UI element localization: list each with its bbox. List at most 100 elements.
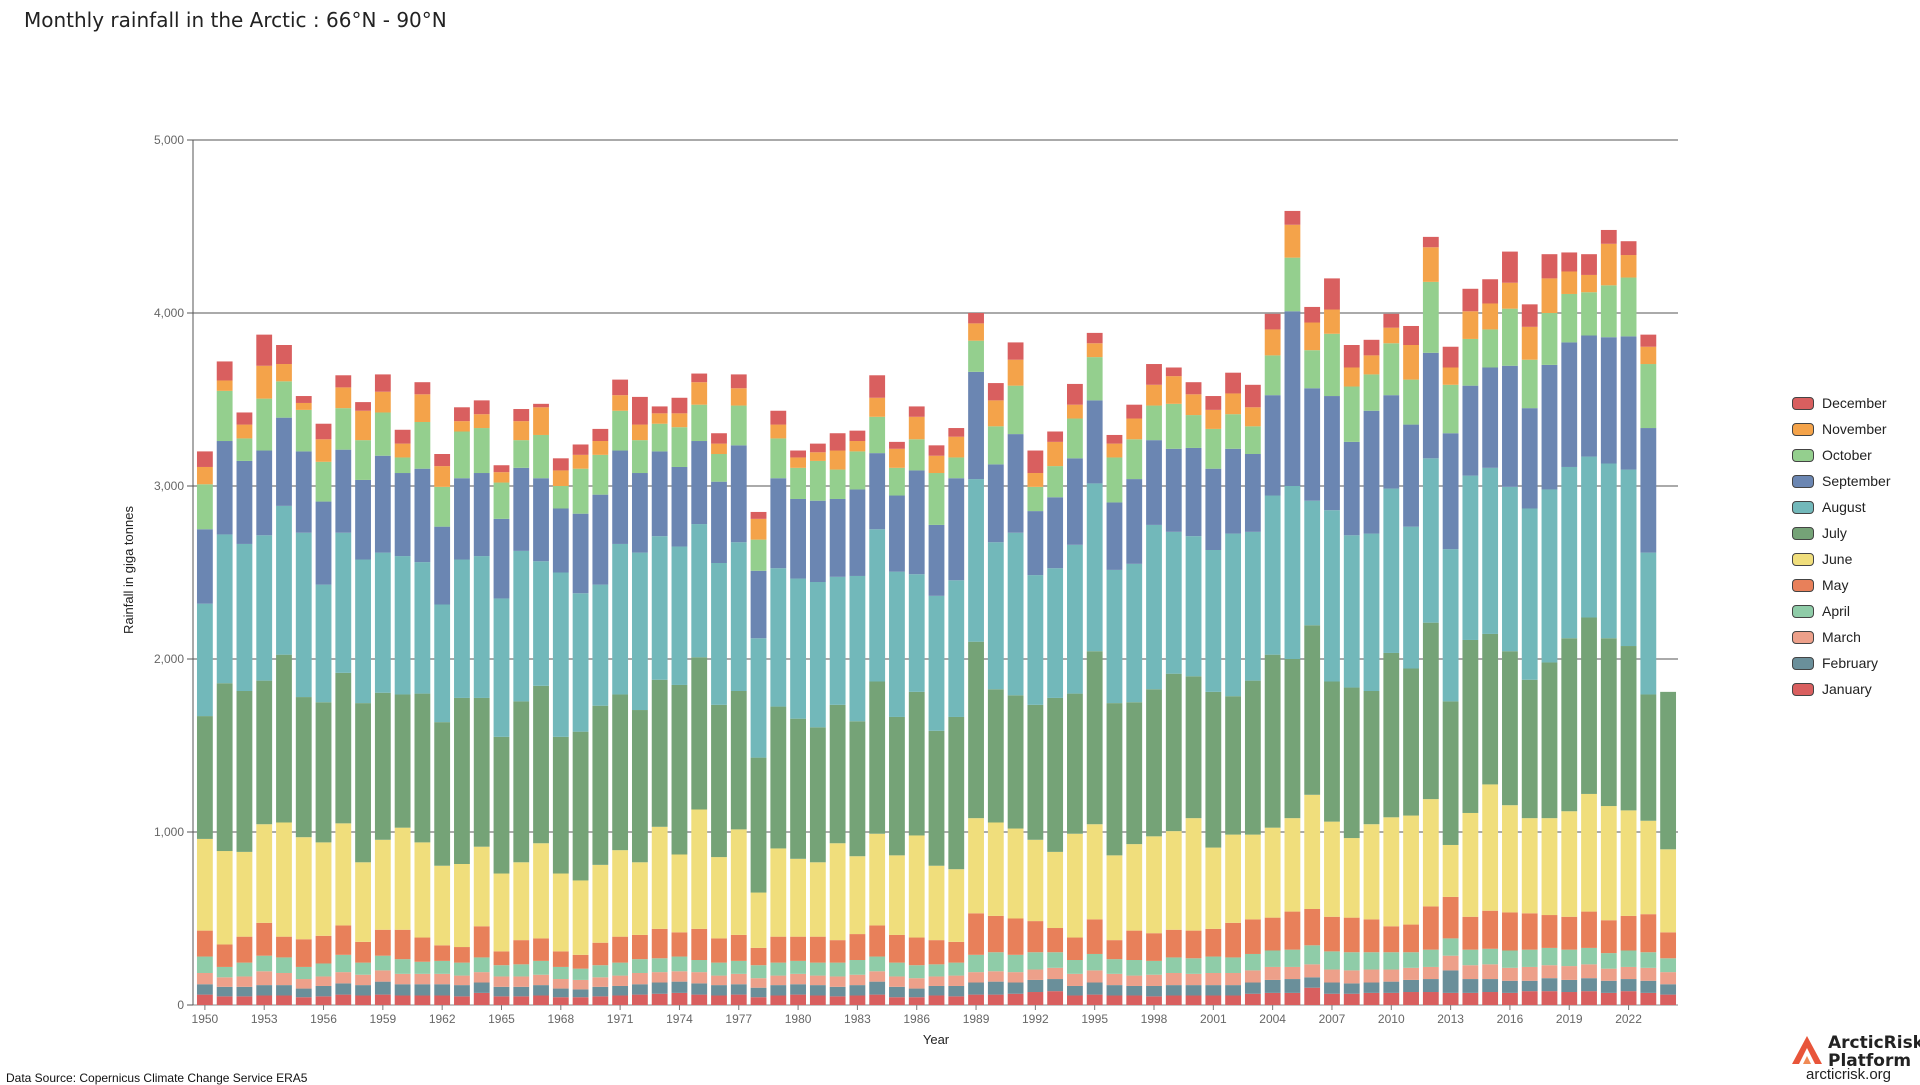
bar-segment-july-1959 (374, 692, 391, 840)
bar-segment-july-2013 (1442, 701, 1459, 845)
legend-swatch (1792, 604, 1814, 618)
bar-segment-january-1958 (355, 995, 371, 1005)
bar-segment-november-1998 (1146, 384, 1162, 406)
bar-segment-may-1957 (335, 925, 352, 955)
bar-segment-march-1984 (869, 971, 886, 982)
bar-segment-march-2024 (1660, 972, 1677, 985)
bar-segment-july-1998 (1146, 689, 1162, 837)
legend-label: February (1822, 655, 1879, 671)
bar-segment-february-2007 (1324, 982, 1340, 994)
bar-segment-may-2013 (1442, 896, 1459, 939)
bar-segment-march-2023 (1640, 967, 1657, 981)
bar-segment-may-2023 (1640, 914, 1657, 953)
bar-segment-september-2001 (1205, 468, 1222, 551)
bar-segment-june-1954 (276, 822, 292, 937)
bar-segment-december-1950 (196, 451, 213, 467)
bar-segment-june-2016 (1502, 805, 1518, 913)
bar-segment-may-1959 (374, 929, 391, 956)
bar-segment-july-1982 (829, 704, 846, 844)
bar-segment-october-1964 (473, 428, 490, 474)
bar-segment-november-2021 (1600, 243, 1617, 286)
bar-segment-april-1995 (1086, 953, 1103, 971)
bar-segment-january-1956 (315, 996, 332, 1005)
bar-segment-march-2021 (1600, 968, 1617, 981)
bar-segment-january-1966 (513, 996, 530, 1005)
bar-segment-september-2006 (1304, 388, 1321, 501)
bar-segment-november-1961 (414, 394, 431, 422)
bar-segment-november-2008 (1343, 367, 1360, 387)
x-tick-label: 1989 (963, 1012, 990, 1026)
bar-segment-february-1994 (1067, 985, 1083, 996)
bar-segment-july-1984 (869, 681, 886, 834)
legend-swatch (1792, 526, 1814, 540)
bar-segment-may-2004 (1264, 917, 1281, 951)
bar-segment-september-1959 (374, 455, 391, 553)
bar-segment-december-1982 (829, 433, 846, 451)
bar-segment-january-1978 (750, 997, 767, 1005)
bar-segment-november-1952 (236, 424, 253, 439)
bar-segment-february-1964 (473, 982, 490, 993)
bar-segment-may-2011 (1403, 924, 1419, 953)
bar-segment-october-1960 (394, 457, 411, 474)
bar-segment-march-1960 (394, 973, 411, 985)
bar-segment-december-1961 (414, 382, 431, 395)
bar-segment-february-2014 (1462, 979, 1479, 993)
bar-segment-september-1987 (928, 524, 945, 596)
bar-segment-june-1977 (730, 829, 747, 935)
bar-segment-june-1968 (552, 873, 569, 952)
bar-segment-september-2002 (1225, 448, 1242, 534)
bar-segment-july-1981 (809, 727, 826, 863)
bar-segment-august-1975 (691, 524, 708, 658)
bar-segment-june-1999 (1165, 831, 1182, 930)
bar-segment-february-1967 (533, 985, 549, 996)
bar-segment-october-1988 (948, 457, 965, 479)
bar-segment-april-1952 (236, 962, 253, 977)
bar-segment-november-1977 (730, 388, 747, 406)
bar-segment-february-1974 (671, 981, 688, 993)
bar-segment-june-1958 (355, 862, 371, 942)
bar-segment-december-2022 (1620, 241, 1637, 256)
bar-segment-april-2018 (1541, 947, 1558, 966)
bar-segment-march-1968 (552, 979, 569, 989)
bars-group (196, 210, 1677, 1005)
bar-segment-september-1964 (473, 473, 490, 557)
bar-segment-april-2005 (1284, 949, 1301, 967)
x-tick-label: 2004 (1259, 1012, 1286, 1026)
bar-segment-october-1980 (790, 467, 806, 499)
bar-segment-november-1991 (1007, 359, 1024, 386)
bar-segment-may-1962 (434, 945, 451, 961)
bar-segment-july-1962 (434, 722, 451, 866)
bar-segment-april-1968 (552, 966, 569, 980)
bar-segment-november-1970 (592, 441, 609, 455)
bar-segment-october-1984 (869, 416, 886, 454)
bar-segment-january-1961 (414, 995, 431, 1005)
bar-segment-october-2010 (1383, 343, 1400, 396)
bar-segment-february-2002 (1225, 985, 1242, 996)
x-tick-label: 1974 (666, 1012, 693, 1026)
bar-segment-september-1981 (809, 500, 826, 583)
bar-segment-february-1959 (374, 981, 391, 995)
bar-segment-april-1997 (1126, 960, 1143, 976)
bar-segment-january-2009 (1363, 992, 1380, 1005)
bar-segment-november-1976 (711, 443, 727, 454)
bar-segment-march-2019 (1561, 966, 1578, 980)
bar-segment-february-2011 (1403, 979, 1419, 993)
bar-segment-june-2010 (1383, 817, 1400, 927)
bar-segment-july-1958 (355, 703, 371, 863)
bar-segment-march-2009 (1363, 969, 1380, 983)
x-tick-label: 1971 (607, 1012, 634, 1026)
bar-segment-september-1954 (276, 417, 292, 506)
bar-segment-march-2002 (1225, 973, 1242, 986)
bar-segment-november-1979 (770, 424, 787, 439)
bar-segment-march-1963 (454, 975, 470, 986)
bar-segment-january-1986 (908, 997, 925, 1005)
legend-label: August (1822, 499, 1866, 515)
bar-segment-april-1962 (434, 960, 451, 974)
bar-segment-december-1971 (612, 379, 629, 396)
bar-segment-march-2012 (1422, 966, 1439, 980)
bar-segment-november-1992 (1027, 473, 1044, 487)
bar-segment-march-1982 (829, 976, 846, 987)
bar-segment-february-1975 (691, 983, 708, 995)
bar-segment-september-1996 (1106, 502, 1123, 570)
bar-segment-december-2008 (1343, 345, 1360, 368)
